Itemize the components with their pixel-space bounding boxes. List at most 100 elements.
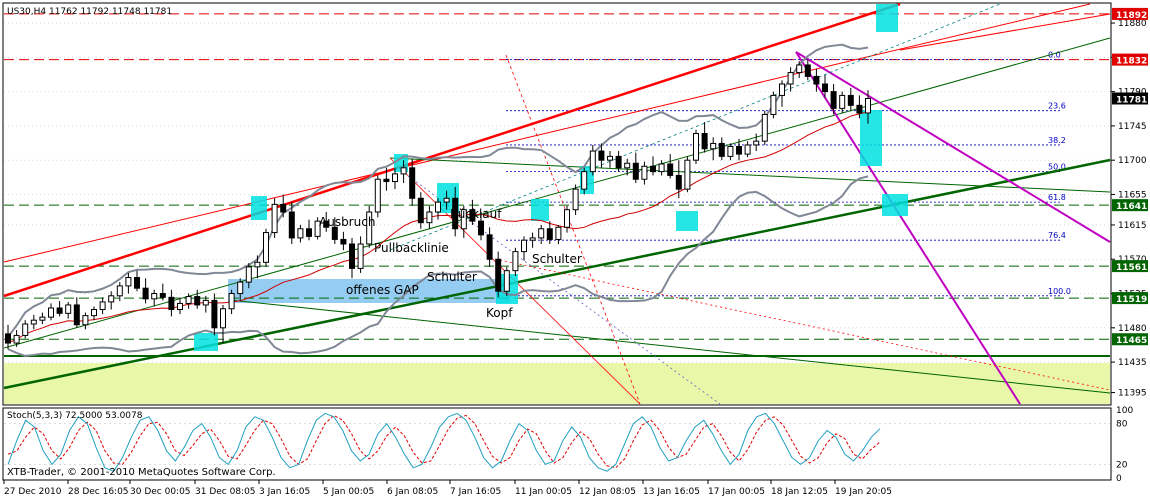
price-level-label: 11832 <box>1116 57 1147 67</box>
candle-body <box>589 150 596 173</box>
annotation-schulter-right: Schulter <box>532 252 582 266</box>
x-tick-label: 7 Jan 16:05 <box>450 487 501 497</box>
candle-body <box>331 226 338 240</box>
candle-body <box>503 270 510 292</box>
candle-body <box>865 97 871 114</box>
symbol-header: US30,H4 11762 11792 11748 11781 <box>7 7 172 17</box>
fib-level-label: 38.2 <box>1048 136 1066 145</box>
gap-zone <box>228 279 510 303</box>
stoch-tick-label: 20 <box>1116 460 1128 470</box>
neckline <box>389 157 1111 193</box>
candle-body <box>546 228 553 240</box>
stochastic-panel[interactable]: Stoch(5,3,3) 72.5000 53.0078 XTB-Trader,… <box>2 407 1112 481</box>
candle-body <box>684 159 691 190</box>
price-level-labels: 11892 11832 11781 11641 11561 11519 11465 <box>1112 7 1148 346</box>
price-level-box <box>1112 260 1148 273</box>
lower-green-line <box>229 299 1111 394</box>
candle-body <box>13 334 20 344</box>
stoch-tick-label: 100 <box>1116 406 1133 416</box>
candle-body <box>615 155 622 169</box>
candle-body <box>220 308 226 329</box>
y-tick-label: 11615 <box>1118 221 1147 231</box>
candle-body <box>607 155 613 161</box>
x-tick-label: 5 Jan 00:05 <box>323 487 374 497</box>
stoch-tick-label: 0 <box>1116 474 1122 484</box>
candle-body <box>142 287 149 300</box>
price-panel[interactable]: 0.0 23.6 38.2 50.0 61.8 76.4 100.0 Ausbruch Pu… <box>2 2 1112 406</box>
x-tick-label: 13 Jan 16:05 <box>643 487 700 497</box>
highlight-box <box>194 333 218 351</box>
price-level-box <box>1112 199 1148 212</box>
candle-body <box>185 296 192 304</box>
candle-body <box>675 174 682 190</box>
candle-body <box>82 315 89 326</box>
candle-body <box>168 296 175 311</box>
fib-level-label: 23.6 <box>1048 102 1066 111</box>
candle-body <box>512 251 519 272</box>
candle-body <box>555 226 562 240</box>
x-tick-label: 27 Dec 2010 <box>4 487 62 497</box>
price-level-label: 11892 <box>1116 11 1147 21</box>
candle-body <box>538 228 545 239</box>
candle-body <box>572 188 579 211</box>
downtrend-line <box>795 51 1111 243</box>
annotation-offenes-gap: offenes GAP <box>346 283 419 297</box>
highlight-box <box>876 4 898 32</box>
y-tick-label: 11655 <box>1118 190 1147 200</box>
candle-body <box>228 293 235 310</box>
candle-body <box>357 243 364 269</box>
price-level-box <box>1112 53 1148 66</box>
highlight-box <box>676 211 698 231</box>
candle-body <box>813 75 820 85</box>
candle-body <box>202 299 209 306</box>
copyright-text: XTB-Trader, © 2001-2010 MetaQuotes Softw… <box>7 467 276 478</box>
candle-body <box>521 239 527 253</box>
candle-body <box>718 142 725 157</box>
x-tick-label: 31 Dec 08:05 <box>195 487 256 497</box>
x-tick-label: 3 Jan 16:05 <box>259 487 310 497</box>
candle-body <box>392 173 398 183</box>
candle-body <box>374 178 381 213</box>
x-tick-label: 30 Dec 00:05 <box>130 487 191 497</box>
candle-body <box>288 211 295 239</box>
candle-body <box>340 238 347 245</box>
candle-body <box>478 220 484 236</box>
candle-body <box>469 209 476 222</box>
red-dotted <box>499 259 1111 391</box>
candle-body <box>254 261 261 268</box>
candle-body <box>736 145 742 155</box>
resistance-trendline <box>3 2 901 298</box>
trend-lines <box>3 2 1111 405</box>
candle-body <box>323 220 330 228</box>
stochastic-main-line <box>7 412 881 472</box>
price-level-label: 11641 <box>1116 202 1147 212</box>
candle-body <box>134 277 140 289</box>
candle-body <box>744 144 751 155</box>
candle-body <box>116 285 123 297</box>
annotation-pullbacklinie: Pullbacklinie <box>374 241 449 255</box>
highlight-box <box>531 199 549 221</box>
candle-body <box>632 162 639 180</box>
candle-body <box>435 201 441 213</box>
annotation-ruecklauf: Rücklauf <box>450 207 502 221</box>
stochastic-header: Stoch(5,3,3) 72.5000 53.0078 <box>7 411 143 421</box>
candle-body <box>529 237 536 241</box>
candle-body <box>73 304 80 326</box>
y-tick-label: 11700 <box>1118 156 1147 166</box>
candle-body <box>314 220 321 237</box>
annotation-kopf: Kopf <box>486 306 513 320</box>
stochastic-signal-line <box>7 414 881 469</box>
price-level-box <box>1112 292 1148 305</box>
candle-body <box>710 142 717 150</box>
candle-body <box>5 333 11 344</box>
candle-body <box>91 309 97 317</box>
stochastic-panel-frame <box>2 407 1112 481</box>
candle-body <box>564 209 570 228</box>
candle-body <box>727 145 734 157</box>
fib-level-label: 76.4 <box>1048 231 1066 240</box>
pattern-annotations: Ausbruch Pullbacklinie Rücklauf Schulter… <box>319 207 582 320</box>
highlight-box <box>882 194 908 216</box>
candle-body <box>460 209 467 230</box>
